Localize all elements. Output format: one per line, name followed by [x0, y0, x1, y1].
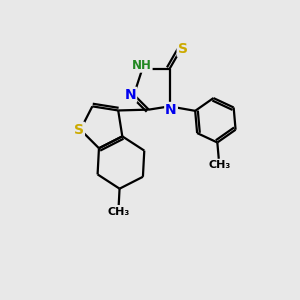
Text: CH₃: CH₃ [208, 160, 230, 170]
Text: CH₃: CH₃ [107, 207, 129, 218]
Text: N: N [124, 88, 136, 102]
Text: S: S [74, 123, 84, 137]
Text: S: S [178, 42, 188, 56]
Text: NH: NH [132, 59, 152, 72]
Text: N: N [165, 103, 177, 117]
